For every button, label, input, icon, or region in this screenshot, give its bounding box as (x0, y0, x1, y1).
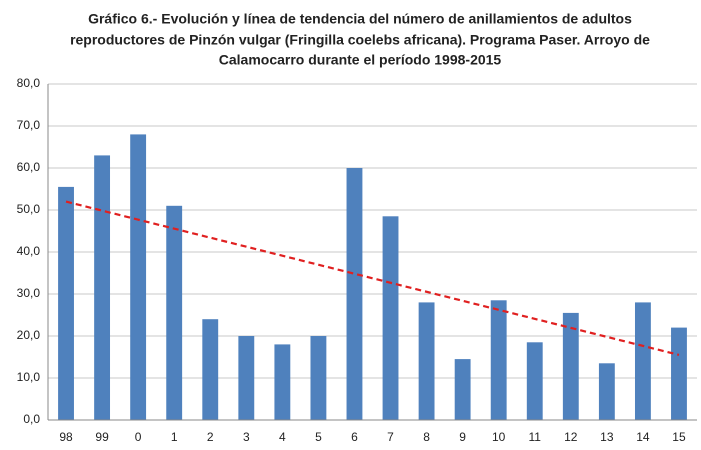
chart-title: reproductores de Pinzón vulgar (Fringill… (70, 32, 650, 48)
x-tick-label: 7 (387, 430, 394, 444)
bar (598, 363, 615, 420)
trend-line (65, 200, 680, 356)
x-tick-label: 4 (279, 430, 286, 444)
bar (58, 186, 74, 420)
x-tick-label: 11 (529, 430, 542, 444)
x-tick-label: 14 (636, 430, 650, 444)
bar (418, 302, 435, 420)
bar (490, 300, 507, 420)
y-tick-label: 70,0 (17, 118, 41, 132)
bar (94, 155, 111, 420)
bar (526, 342, 543, 420)
x-tick-label: 13 (600, 430, 614, 444)
bar (310, 336, 327, 420)
x-tick-label: 1 (171, 430, 178, 444)
x-tick-label: 6 (351, 430, 358, 444)
bar (454, 359, 471, 420)
y-tick-label: 60,0 (17, 160, 41, 174)
chart-title: Gráfico 6.- Evolución y línea de tendenc… (88, 11, 632, 27)
x-tick-label: 0 (135, 430, 142, 444)
y-tick-label: 10,0 (17, 370, 41, 384)
x-tick-label: 2 (207, 430, 214, 444)
bar (671, 327, 687, 420)
bar (562, 312, 579, 420)
x-tick-label: 3 (243, 430, 250, 444)
y-tick-label: 50,0 (17, 202, 41, 216)
bar (202, 319, 219, 420)
chart-title: Calamocarro durante el período 1998-2015 (219, 52, 502, 68)
x-tick-label: 10 (492, 430, 506, 444)
bar (634, 302, 651, 420)
x-tick-label: 99 (95, 430, 109, 444)
y-tick-label: 0,0 (23, 412, 40, 426)
bar (346, 168, 363, 420)
y-tick-label: 80,0 (17, 76, 41, 90)
x-tick-label: 9 (459, 430, 466, 444)
bar (166, 205, 183, 420)
y-tick-label: 30,0 (17, 286, 41, 300)
bar (382, 216, 399, 420)
x-tick-label: 98 (59, 430, 73, 444)
x-tick-label: 5 (315, 430, 322, 444)
x-tick-label: 8 (423, 430, 430, 444)
bar (130, 134, 147, 420)
bar (238, 336, 255, 420)
y-tick-label: 20,0 (17, 328, 41, 342)
bar (274, 344, 291, 420)
x-tick-label: 12 (564, 430, 578, 444)
y-tick-label: 40,0 (17, 244, 41, 258)
x-tick-label: 15 (672, 430, 686, 444)
